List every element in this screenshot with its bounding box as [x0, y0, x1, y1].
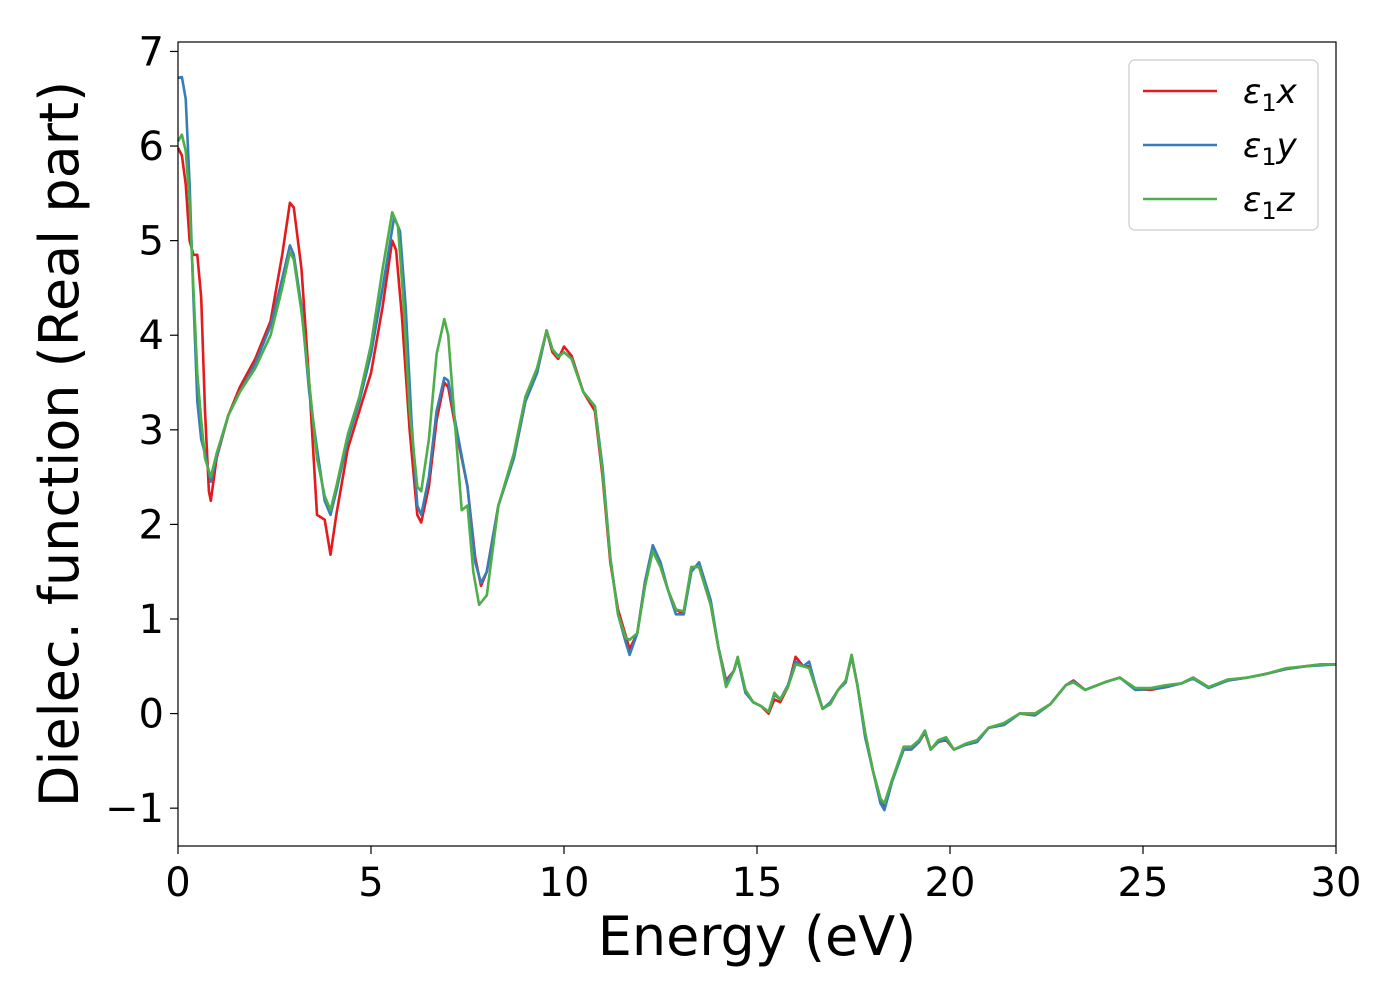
y-tick-label: 0	[139, 692, 164, 738]
y-tick-label: 6	[139, 124, 164, 170]
series-line-y	[177, 75, 1337, 812]
y-tick-label: −1	[105, 786, 164, 832]
y-tick-label: 3	[139, 408, 164, 454]
legend-box	[1128, 59, 1319, 231]
legend-label: ε1z	[1243, 180, 1296, 225]
legend-item-y: ε1y	[1143, 126, 1298, 171]
y-axis-ticks: −1 0 1 2 3 4 5 6 7	[105, 29, 178, 832]
legend-item-z: ε1z	[1143, 180, 1296, 225]
series-layer	[176, 75, 1337, 812]
x-tick-label: 10	[539, 860, 590, 906]
y-tick-label: 1	[139, 597, 164, 643]
x-tick-label: 20	[925, 860, 976, 906]
x-tick-label: 5	[358, 860, 383, 906]
x-tick-label: 25	[1118, 860, 1169, 906]
legend-label: ε1y	[1243, 126, 1298, 171]
y-tick-label: 4	[139, 313, 164, 359]
legend-item-x: ε1x	[1143, 72, 1298, 117]
y-tick-label: 5	[139, 219, 164, 265]
series-line-z	[176, 133, 1336, 805]
x-tick-label: 15	[732, 860, 783, 906]
y-tick-label: 7	[139, 29, 164, 75]
legend-items: ε1x ε1y ε1z	[1143, 72, 1298, 225]
x-axis-ticks: 0 5 10 15 20 25 30	[165, 846, 1361, 906]
y-axis-title: Dielec. function (Real part)	[28, 81, 91, 807]
x-tick-label: 0	[165, 860, 190, 906]
legend-label: ε1x	[1243, 72, 1298, 117]
y-tick-label: 2	[139, 502, 164, 548]
legend: ε1x ε1y ε1z	[1128, 59, 1319, 231]
x-axis-title: Energy (eV)	[598, 905, 917, 968]
x-tick-label: 30	[1311, 860, 1362, 906]
